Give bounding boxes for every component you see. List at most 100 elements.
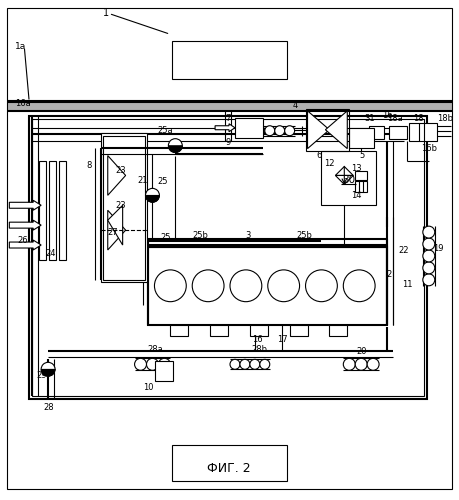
- Text: ФИГ. 2: ФИГ. 2: [207, 462, 251, 475]
- Text: 16b: 16b: [421, 144, 437, 153]
- Text: 25: 25: [160, 232, 171, 241]
- Bar: [59, 160, 66, 260]
- Text: 9: 9: [225, 138, 230, 147]
- Circle shape: [134, 358, 146, 370]
- Bar: [32, 119, 424, 396]
- Text: 16: 16: [382, 112, 392, 120]
- Bar: [349, 128, 374, 148]
- Circle shape: [423, 250, 435, 262]
- Bar: [210, 324, 228, 336]
- Bar: [101, 132, 146, 282]
- Text: 1: 1: [103, 8, 109, 18]
- Bar: [250, 324, 268, 336]
- Text: 23: 23: [115, 201, 126, 210]
- Text: 6: 6: [317, 151, 322, 160]
- Circle shape: [168, 138, 182, 152]
- Text: 30: 30: [341, 176, 355, 186]
- Text: 25b: 25b: [192, 230, 208, 239]
- Circle shape: [158, 358, 170, 370]
- Text: 26: 26: [17, 236, 28, 244]
- Bar: [355, 172, 367, 180]
- Text: 28a: 28a: [148, 345, 163, 354]
- Circle shape: [41, 362, 55, 376]
- Circle shape: [155, 270, 186, 302]
- Bar: [103, 136, 145, 280]
- Text: 3: 3: [245, 230, 251, 239]
- Circle shape: [306, 270, 337, 302]
- Text: 29: 29: [36, 370, 46, 380]
- Circle shape: [275, 126, 285, 136]
- Circle shape: [250, 360, 260, 370]
- Bar: [409, 123, 437, 140]
- Circle shape: [423, 238, 435, 250]
- Polygon shape: [325, 111, 347, 148]
- Text: 16a: 16a: [15, 100, 31, 108]
- FancyArrow shape: [9, 220, 41, 230]
- Bar: [330, 324, 347, 336]
- Text: 5: 5: [359, 151, 365, 160]
- Text: 10: 10: [143, 382, 154, 392]
- Text: 25a: 25a: [157, 126, 173, 135]
- Bar: [170, 324, 188, 336]
- Circle shape: [230, 270, 262, 302]
- Circle shape: [146, 358, 158, 370]
- Polygon shape: [108, 206, 123, 245]
- Text: 25b: 25b: [297, 230, 313, 239]
- Bar: [290, 324, 308, 336]
- Polygon shape: [336, 176, 353, 184]
- Text: 4: 4: [293, 102, 298, 110]
- Text: 18: 18: [414, 114, 424, 124]
- Bar: [49, 160, 56, 260]
- Circle shape: [146, 188, 159, 202]
- Polygon shape: [336, 166, 353, 175]
- Text: 28b: 28b: [252, 345, 268, 354]
- Text: 8: 8: [86, 161, 91, 170]
- FancyArrow shape: [9, 200, 41, 210]
- Text: 14: 14: [351, 191, 362, 200]
- Text: 23: 23: [115, 166, 126, 175]
- Circle shape: [343, 358, 355, 370]
- Text: 17: 17: [277, 335, 288, 344]
- Wedge shape: [41, 370, 55, 376]
- Circle shape: [230, 360, 240, 370]
- Text: 19: 19: [433, 244, 444, 252]
- Circle shape: [343, 270, 375, 302]
- Bar: [172, 42, 287, 79]
- Text: 25: 25: [157, 177, 168, 186]
- Circle shape: [423, 262, 435, 274]
- Circle shape: [355, 358, 367, 370]
- Bar: [389, 126, 407, 138]
- Bar: [149, 247, 387, 324]
- Text: 16: 16: [252, 335, 263, 344]
- Text: 2: 2: [386, 270, 392, 280]
- Circle shape: [285, 126, 295, 136]
- Bar: [321, 150, 376, 206]
- Polygon shape: [308, 111, 330, 148]
- FancyArrow shape: [215, 124, 235, 132]
- Circle shape: [423, 226, 435, 238]
- Circle shape: [192, 270, 224, 302]
- Text: 22: 22: [399, 246, 409, 254]
- Circle shape: [260, 360, 270, 370]
- Circle shape: [255, 126, 265, 136]
- Text: 11: 11: [402, 280, 412, 289]
- Text: 24: 24: [46, 250, 56, 258]
- Bar: [172, 445, 287, 480]
- Polygon shape: [108, 210, 126, 250]
- Text: 7: 7: [225, 114, 231, 124]
- Polygon shape: [108, 156, 126, 196]
- Bar: [156, 362, 174, 381]
- Text: 18b: 18b: [437, 114, 453, 124]
- Text: 28: 28: [44, 402, 55, 411]
- Wedge shape: [146, 196, 159, 202]
- Text: 18a: 18a: [387, 114, 403, 124]
- Text: 12: 12: [324, 159, 335, 168]
- Circle shape: [367, 358, 379, 370]
- Wedge shape: [168, 146, 182, 152]
- Text: 21: 21: [137, 176, 148, 185]
- FancyArrow shape: [9, 240, 41, 250]
- Bar: [7, 102, 452, 111]
- Bar: [39, 160, 46, 260]
- Bar: [306, 109, 349, 150]
- Circle shape: [240, 360, 250, 370]
